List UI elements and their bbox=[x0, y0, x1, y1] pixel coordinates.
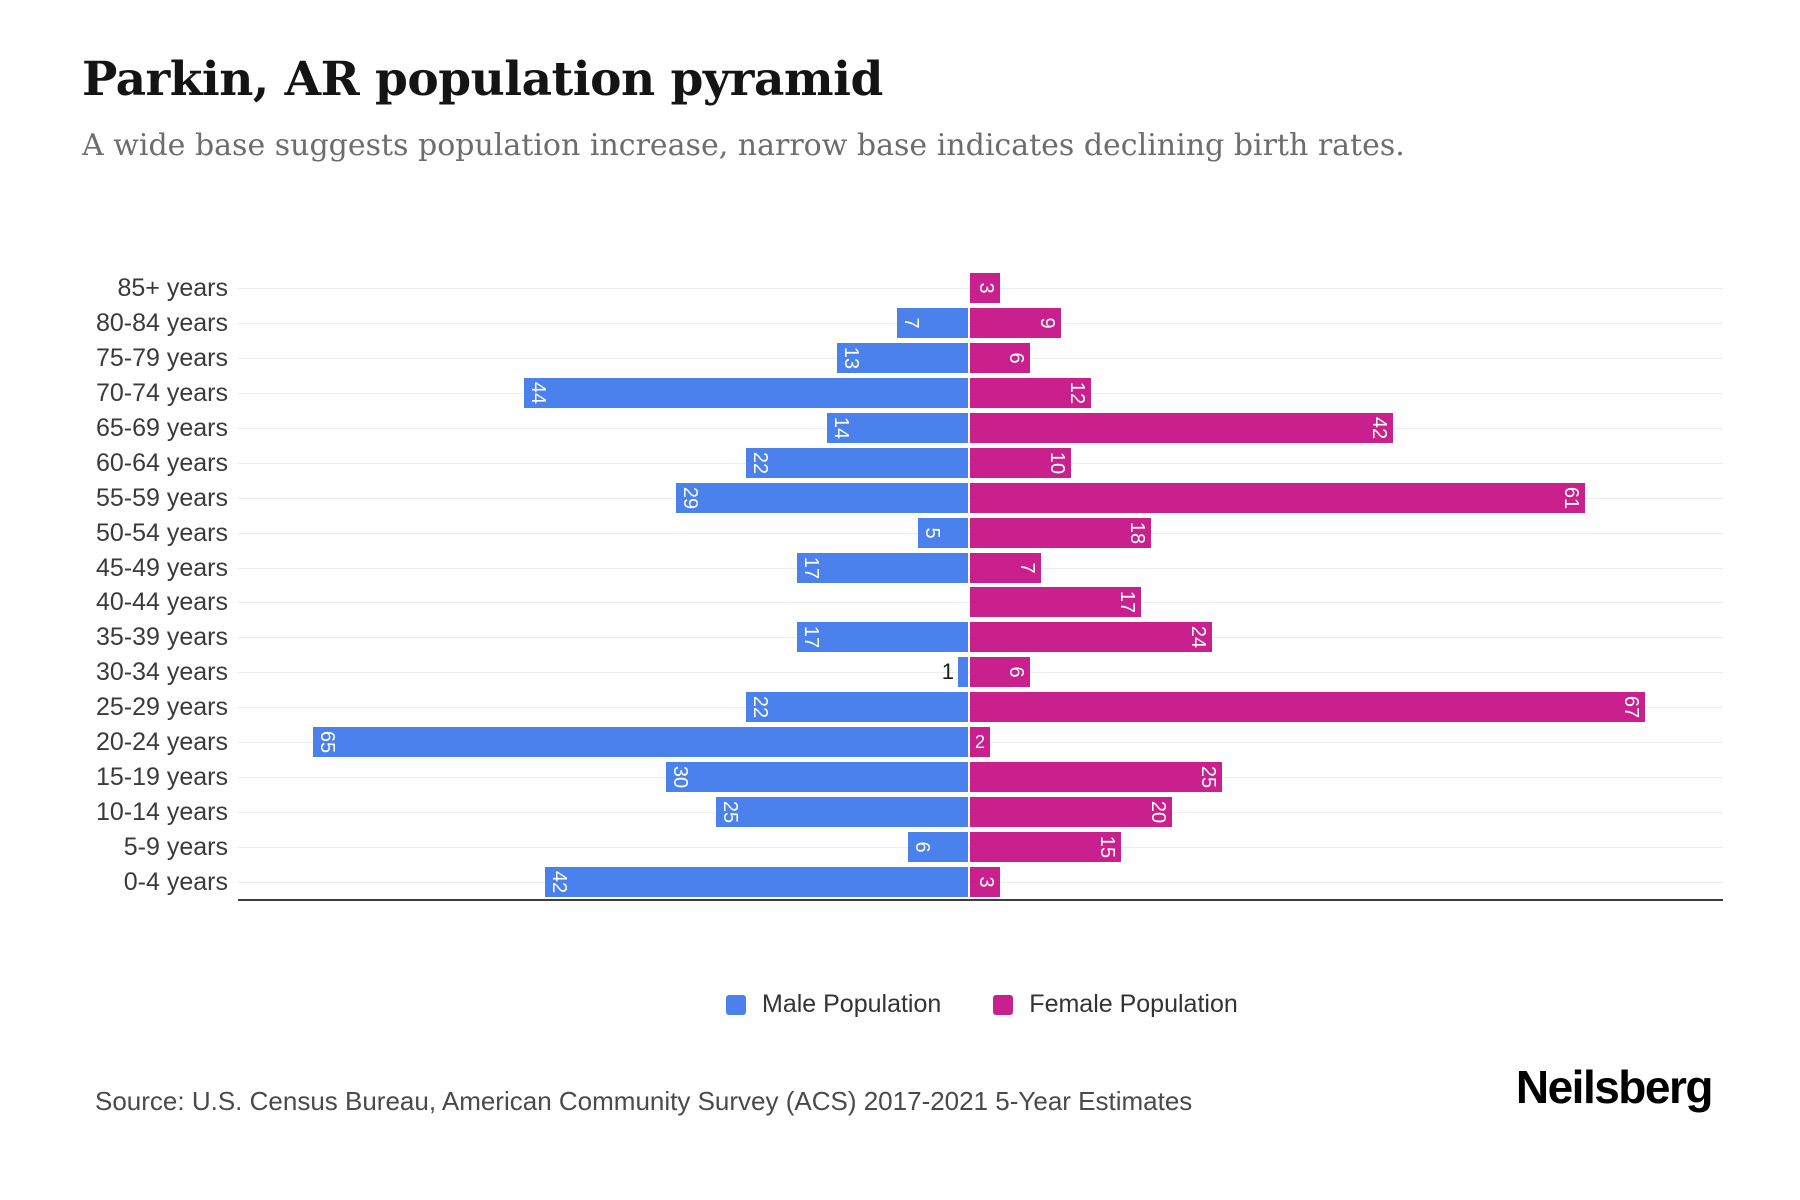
female-bar[interactable]: 61 bbox=[970, 483, 1585, 513]
male-bar-value-label: 5 bbox=[921, 527, 943, 539]
male-bar-value-label: 17 bbox=[800, 556, 822, 580]
female-bar[interactable]: 42 bbox=[970, 413, 1393, 443]
legend-label-female: Female Population bbox=[1029, 990, 1238, 1018]
female-legend-swatch-icon bbox=[993, 994, 1014, 1015]
male-bar-value-label: 1 bbox=[941, 659, 954, 684]
male-bar[interactable]: 6 bbox=[908, 832, 968, 862]
y-axis-label: 40-44 years bbox=[95, 588, 228, 616]
female-bar[interactable]: 3 bbox=[970, 867, 1000, 897]
male-bar-value-label: 44 bbox=[527, 381, 549, 405]
female-bar[interactable]: 67 bbox=[970, 692, 1645, 722]
female-bar-value-label: 6 bbox=[1005, 666, 1027, 678]
y-axis-label: 20-24 years bbox=[95, 728, 228, 756]
female-bar[interactable]: 15 bbox=[970, 832, 1121, 862]
male-legend-swatch-icon bbox=[726, 994, 746, 1015]
female-bar[interactable]: 10 bbox=[970, 448, 1071, 478]
male-bar[interactable]: 30 bbox=[666, 762, 968, 792]
male-bar[interactable]: 7 bbox=[897, 308, 968, 338]
female-bar-value-label: 17 bbox=[1116, 590, 1138, 614]
female-bar-value-label: 10 bbox=[1046, 451, 1068, 475]
male-bar-value-label: 7 bbox=[900, 317, 922, 329]
female-bar[interactable]: 17 bbox=[970, 587, 1141, 617]
y-axis-label: 0-4 years bbox=[123, 868, 228, 896]
page-title: Parkin, AR population pyramid bbox=[82, 52, 883, 107]
male-bar[interactable]: 13 bbox=[837, 343, 968, 373]
male-bar[interactable]: 17 bbox=[797, 622, 968, 652]
y-axis-label: 25-29 years bbox=[95, 693, 228, 721]
female-bar-value-label: 3 bbox=[975, 282, 997, 294]
female-bar-value-label: 15 bbox=[1096, 835, 1118, 859]
x-axis-line bbox=[238, 899, 1723, 901]
y-axis-label: 15-19 years bbox=[95, 763, 228, 791]
male-bar-value-label: 14 bbox=[830, 416, 852, 440]
female-bar-value-label: 2 bbox=[974, 731, 985, 752]
female-bar[interactable]: 7 bbox=[970, 553, 1041, 583]
male-bar[interactable]: 44 bbox=[524, 378, 968, 408]
male-bar[interactable]: 65 bbox=[313, 727, 968, 757]
male-bar-value-label: 29 bbox=[679, 486, 701, 510]
legend-item-female[interactable]: Female Population bbox=[993, 990, 1238, 1019]
male-bar-value-label: 42 bbox=[548, 870, 570, 894]
female-bar[interactable]: 20 bbox=[970, 797, 1172, 827]
y-axis-label: 55-59 years bbox=[95, 484, 228, 512]
female-bar-value-label: 42 bbox=[1368, 416, 1390, 440]
female-bar[interactable]: 3 bbox=[970, 273, 1000, 303]
neilsberg-logo: Neilsberg bbox=[1515, 1061, 1714, 1113]
y-axis-label: 30-34 years bbox=[95, 658, 228, 686]
male-bar[interactable]: 22 bbox=[746, 692, 968, 722]
y-axis-label: 10-14 years bbox=[95, 798, 228, 826]
legend-item-male[interactable]: Male Population bbox=[726, 990, 941, 1019]
female-bar-value-label: 67 bbox=[1620, 695, 1642, 719]
y-axis-label: 60-64 years bbox=[95, 449, 228, 477]
y-axis-label: 65-69 years bbox=[95, 414, 228, 442]
female-bar-value-label: 20 bbox=[1147, 800, 1169, 824]
y-axis-label: 5-9 years bbox=[123, 833, 228, 861]
y-axis-label: 50-54 years bbox=[95, 519, 228, 547]
y-axis-label: 35-39 years bbox=[95, 623, 228, 651]
male-bar[interactable] bbox=[958, 657, 968, 687]
female-bar-value-label: 61 bbox=[1560, 486, 1582, 510]
page-subtitle: A wide base suggests population increase… bbox=[82, 128, 1405, 163]
female-bar[interactable]: 18 bbox=[970, 518, 1151, 548]
female-bar[interactable]: 24 bbox=[970, 622, 1212, 652]
male-bar-value-label: 13 bbox=[840, 346, 862, 370]
female-bar-value-label: 24 bbox=[1187, 625, 1209, 649]
male-bar[interactable]: 14 bbox=[827, 413, 968, 443]
male-bar-value-label: 30 bbox=[669, 765, 691, 789]
male-bar-value-label: 17 bbox=[800, 625, 822, 649]
male-bar[interactable]: 22 bbox=[746, 448, 968, 478]
female-bar-value-label: 12 bbox=[1066, 381, 1088, 405]
female-bar[interactable]: 9 bbox=[970, 308, 1061, 338]
y-axis-label: 70-74 years bbox=[95, 379, 228, 407]
y-axis-label: 45-49 years bbox=[95, 554, 228, 582]
female-bar[interactable]: 6 bbox=[970, 657, 1030, 687]
legend-label-male: Male Population bbox=[762, 990, 942, 1018]
female-bar[interactable]: 2 bbox=[970, 727, 990, 757]
male-bar[interactable]: 25 bbox=[716, 797, 968, 827]
female-bar-value-label: 18 bbox=[1126, 521, 1148, 545]
y-axis-label: 80-84 years bbox=[95, 309, 228, 337]
female-bar-value-label: 25 bbox=[1197, 765, 1219, 789]
source-note: Source: U.S. Census Bureau, American Com… bbox=[95, 1086, 1193, 1116]
y-axis-label: 85+ years bbox=[117, 274, 229, 302]
female-bar[interactable]: 25 bbox=[970, 762, 1222, 792]
male-bar-value-label: 65 bbox=[316, 730, 338, 754]
chart-legend: Male Population Female Population bbox=[726, 990, 1238, 1019]
male-bar-value-label: 25 bbox=[719, 800, 741, 824]
female-bar-value-label: 6 bbox=[1005, 352, 1027, 364]
female-bar[interactable]: 12 bbox=[970, 378, 1091, 408]
female-bar-value-label: 3 bbox=[975, 876, 997, 888]
female-bar[interactable]: 6 bbox=[970, 343, 1030, 373]
male-bar[interactable]: 29 bbox=[676, 483, 968, 513]
y-axis-label: 75-79 years bbox=[95, 344, 228, 372]
male-bar-value-label: 6 bbox=[911, 841, 933, 853]
female-bar-value-label: 9 bbox=[1036, 317, 1058, 329]
male-bar-value-label: 22 bbox=[749, 451, 771, 475]
male-bar[interactable]: 17 bbox=[797, 553, 968, 583]
male-bar[interactable]: 5 bbox=[918, 518, 968, 548]
male-bar[interactable]: 42 bbox=[545, 867, 968, 897]
male-bar-value-label: 22 bbox=[749, 695, 771, 719]
female-bar-value-label: 7 bbox=[1016, 562, 1038, 574]
